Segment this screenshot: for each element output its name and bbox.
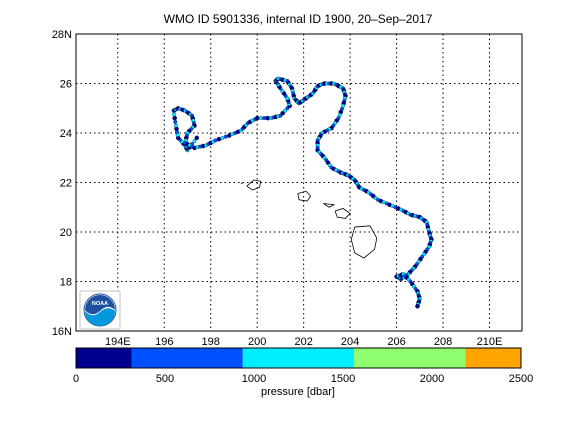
profile-marker [194, 135, 200, 141]
colorbar-tick-labels: 0 500 1000 1500 2000 2500 [73, 373, 533, 385]
profile-marker [173, 123, 178, 128]
profile-marker [283, 108, 288, 113]
profile-marker-last [415, 303, 420, 309]
island-outline-2 [323, 203, 336, 208]
colorbar-bin-2 [242, 348, 355, 368]
colorbar-tick-label-4: 2000 [420, 373, 444, 385]
colorbar: 0 500 1000 1500 2000 2500 pressure [dbar] [73, 347, 533, 398]
lat-tick-label-0: 16N [52, 326, 72, 338]
hawaiian-islands-coastline [240, 179, 378, 259]
colorbar-label: pressure [dbar] [261, 386, 335, 398]
colorbar-bin-4 [465, 348, 521, 368]
colorbar-tick-label-1: 500 [156, 373, 174, 385]
island-outline-3 [334, 208, 351, 219]
colorbar-bin-0 [76, 348, 132, 368]
lon-tick-label-8: 210E [477, 336, 503, 348]
island-outline-0 [246, 179, 262, 191]
lon-tick-label-5: 204 [341, 336, 359, 348]
profile-marker [173, 119, 178, 124]
graticule [76, 34, 522, 331]
profile-marker [220, 136, 225, 140]
colorbar-bin-1 [131, 348, 243, 368]
profile-marker [280, 110, 285, 116]
map-frame [75, 33, 523, 332]
colorbar-bins [76, 348, 521, 368]
island-outline-5 [240, 182, 244, 185]
lon-tick-label-6: 206 [387, 336, 405, 348]
colorbar-tick-label-2: 1000 [242, 373, 266, 385]
noaa-logo: NOAA [79, 290, 121, 330]
colorbar-bin-3 [354, 348, 466, 368]
lon-tick-label-2: 198 [202, 336, 220, 348]
island-outline-4 [350, 225, 378, 259]
lon-tick-label-7: 208 [434, 336, 452, 348]
colorbar-tick-label-3: 1500 [331, 373, 355, 385]
noaa-bird-icon [85, 295, 115, 315]
lon-tick-label-4: 202 [294, 336, 312, 348]
lon-tick-label-1: 196 [155, 336, 173, 348]
lon-tick-label-3: 200 [248, 336, 266, 348]
profile-marker [254, 115, 260, 121]
lat-tick-label-4: 24 [60, 128, 72, 140]
lat-tick-label-1: 18 [60, 277, 72, 289]
lat-tick-label-3: 22 [60, 178, 72, 190]
lat-tick-label-5: 26 [60, 79, 72, 91]
colorbar-tick-label-5: 2500 [509, 373, 533, 385]
lat-tick-label-6: 28N [52, 29, 72, 41]
latitude-tick-labels: 16N 18 20 22 24 26 28N [52, 29, 72, 338]
colorbar-frame [75, 347, 522, 369]
longitude-tick-labels: 194E 196 198 200 202 204 206 208 210E [105, 336, 502, 348]
profile-marker [172, 115, 177, 121]
lat-tick-label-2: 20 [60, 227, 72, 239]
noaa-wave-icon [85, 308, 115, 326]
profile-marker [172, 112, 177, 117]
float-track [171, 76, 434, 309]
figure-title: WMO ID 5901336, internal ID 1900, 20–Sep… [164, 12, 433, 26]
map-panel: 16N 18 20 22 24 26 28N 194E 196 198 200 202 204 206 2… [52, 29, 523, 348]
lon-tick-label-0: 194E [105, 336, 131, 348]
colorbar-tick-label-0: 0 [73, 373, 79, 385]
profile-marker [258, 116, 263, 121]
profile-marker [192, 139, 197, 143]
island-outline-1 [297, 190, 312, 202]
noaa-logo-text: NOAA [92, 301, 108, 307]
profile-marker [265, 115, 270, 121]
